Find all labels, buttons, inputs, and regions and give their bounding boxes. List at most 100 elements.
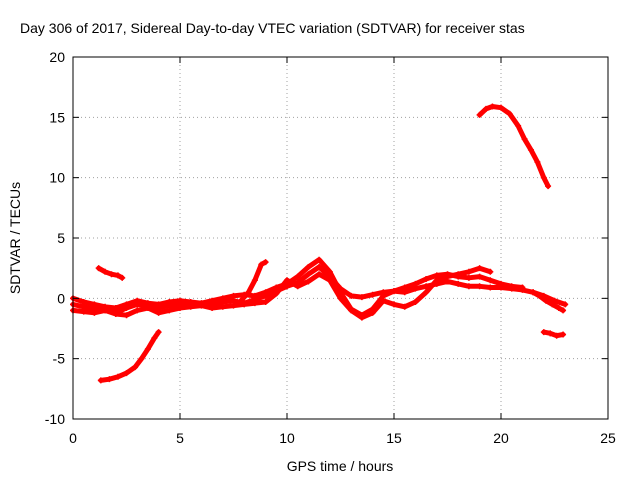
data-point [166,298,173,305]
data-point [542,297,549,304]
data-point [132,364,139,371]
data-point [112,311,119,318]
data-point [219,303,226,310]
data-point [348,292,355,299]
data-point [506,110,513,117]
data-point [177,297,183,304]
data-point [80,308,87,315]
data-point [187,303,194,310]
data-point [508,283,515,290]
x-tick-label: 15 [386,430,402,446]
series-group [70,103,569,384]
data-point [284,277,290,284]
data-point [444,273,451,280]
grid [73,57,608,419]
data-point [483,105,490,112]
x-tick-label: 20 [493,430,509,446]
data-point [294,283,301,290]
data-point [236,298,243,305]
data-point [536,292,543,299]
data-point [555,304,562,311]
data-point [527,146,534,153]
data-point [316,263,323,270]
data-point [465,283,472,290]
data-point [316,271,323,278]
data-point [262,289,269,296]
data-point [369,291,376,298]
data-point [337,295,344,302]
y-axis-label: SDTVAR / TECUs [7,182,23,294]
data-point [465,274,472,281]
y-tick-label: 5 [57,230,65,246]
data-point [144,304,151,311]
data-point [476,111,483,118]
data-point [245,289,252,296]
data-point [258,261,265,268]
data-point [108,271,115,278]
data-point [391,301,397,308]
data-point [123,370,130,377]
data-point [251,277,258,284]
x-tick-label: 5 [176,430,184,446]
data-point [401,303,408,310]
data-point [515,122,522,129]
data-point [114,373,121,380]
y-tick-label: -5 [53,351,66,367]
y-tick-label: 20 [49,49,65,65]
data-point [476,265,483,272]
data-point [433,277,440,284]
data-point [209,297,216,304]
data-point [230,292,237,299]
data-point [166,307,173,314]
data-point [547,330,554,337]
data-point [521,136,528,143]
data-point [412,280,419,287]
data-point [209,304,216,311]
data-point [219,295,226,302]
data-point [369,309,376,316]
data-point [198,302,205,309]
data-point [123,301,130,308]
data-point [545,183,552,190]
x-tick-label: 10 [279,430,295,446]
data-point [80,298,87,305]
data-point [519,284,526,291]
data-point [102,307,109,314]
data-point [530,289,537,296]
data-point [305,278,312,285]
data-point [540,329,547,336]
data-point [134,297,141,304]
data-point [251,300,258,307]
data-point [95,265,102,272]
data-point [305,271,312,278]
data-point [348,307,355,314]
data-point [562,301,569,308]
data-point [391,288,397,295]
y-tick-label: 0 [57,290,65,306]
data-point [423,289,430,296]
data-point [534,158,541,165]
y-tick-label: 10 [49,170,65,186]
data-point [262,259,269,266]
data-point [262,298,269,305]
x-axis-label: GPS time / hours [287,458,394,474]
data-point [177,304,183,311]
data-point [553,332,560,339]
data-point [134,307,141,314]
x-tick-label: 0 [69,430,77,446]
data-point [155,309,162,316]
data-point [380,297,387,304]
data-point [106,376,113,383]
data-point [487,277,494,284]
data-point [358,294,365,301]
y-tick-label: 15 [49,109,65,125]
data-point [326,277,333,284]
data-point [423,276,430,283]
x-tick-label: 25 [600,430,616,446]
data-point [540,174,547,181]
data-point [241,301,248,308]
data-point [412,298,419,305]
data-point [476,283,483,290]
data-point [138,355,145,362]
series-line-arc-3 [70,265,493,321]
